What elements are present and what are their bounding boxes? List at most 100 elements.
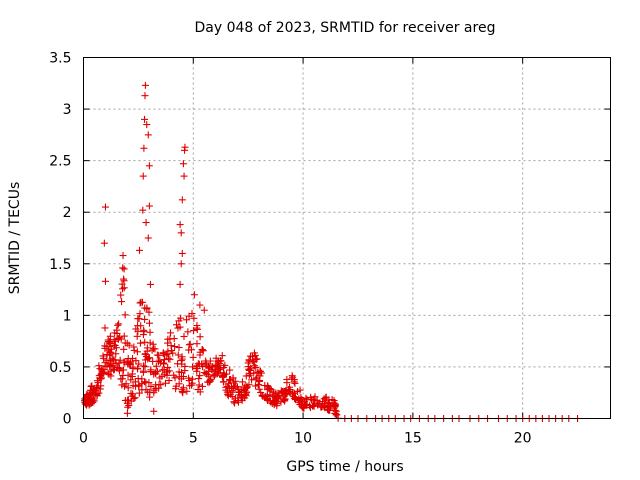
data-point <box>230 398 238 406</box>
data-point <box>196 333 204 341</box>
data-point <box>164 364 172 372</box>
data-point <box>140 328 148 336</box>
data-point <box>251 362 259 370</box>
data-point <box>112 350 120 358</box>
data-point <box>119 264 127 272</box>
plot-frame <box>83 57 611 419</box>
y-tick-label: 2.5 <box>49 154 71 170</box>
data-point <box>302 394 310 402</box>
data-point <box>198 360 206 368</box>
data-point <box>176 280 184 288</box>
data-point <box>255 385 263 393</box>
data-point <box>146 339 154 347</box>
data-point <box>263 394 271 402</box>
x-tick-label: 0 <box>79 431 88 447</box>
data-point <box>110 365 118 373</box>
data-point <box>176 221 184 229</box>
data-point <box>233 383 241 391</box>
data-point <box>116 333 124 341</box>
data-point <box>177 314 185 322</box>
data-point <box>183 387 191 395</box>
data-point <box>115 365 123 373</box>
data-point <box>322 394 330 402</box>
data-point <box>146 280 154 288</box>
data-point <box>120 332 128 340</box>
data-point <box>147 383 155 391</box>
data-point <box>137 322 145 330</box>
data-point <box>106 332 114 340</box>
data-point <box>325 402 333 410</box>
data-point <box>185 312 193 320</box>
data-point <box>147 368 155 376</box>
data-point <box>89 397 97 405</box>
data-point <box>136 339 144 347</box>
data-point <box>248 353 256 361</box>
data-point <box>180 172 188 180</box>
data-point <box>296 386 304 394</box>
data-point <box>141 315 149 323</box>
data-point <box>224 392 232 400</box>
data-point <box>121 311 129 319</box>
data-point <box>248 376 256 384</box>
data-point <box>125 401 133 409</box>
data-point <box>164 347 172 355</box>
data-point <box>185 341 193 349</box>
data-point <box>245 356 253 364</box>
data-point <box>196 301 204 309</box>
x-tick-label: 15 <box>404 431 422 447</box>
data-point <box>223 388 231 396</box>
data-point <box>163 371 171 379</box>
data-point <box>274 389 282 397</box>
data-point <box>244 359 252 367</box>
data-point <box>157 381 165 389</box>
data-point <box>118 298 126 306</box>
data-point <box>195 375 203 383</box>
data-point <box>176 323 184 331</box>
data-point <box>127 376 135 384</box>
data-point <box>135 246 143 254</box>
data-point <box>174 351 182 359</box>
x-tick-label: 20 <box>514 431 532 447</box>
data-point <box>139 206 147 214</box>
data-point <box>140 144 148 152</box>
data-point <box>189 353 197 361</box>
data-point <box>218 352 226 360</box>
data-point <box>120 284 128 292</box>
data-point <box>138 298 146 306</box>
data-point <box>193 340 201 348</box>
data-point <box>280 387 288 395</box>
data-point <box>161 379 169 387</box>
data-point <box>130 395 138 403</box>
data-point <box>169 349 177 357</box>
chart-title: Day 048 of 2023, SRMTID for receiver are… <box>195 20 496 36</box>
data-point <box>128 373 136 381</box>
data-point <box>199 347 207 355</box>
data-point <box>300 398 308 406</box>
data-point <box>283 379 291 387</box>
data-point <box>159 349 167 357</box>
data-point <box>307 393 315 401</box>
data-point <box>170 335 178 343</box>
data-point <box>123 396 131 404</box>
y-tick-label: 1 <box>63 308 72 324</box>
data-point <box>135 315 143 323</box>
data-point <box>257 388 265 396</box>
data-point <box>141 92 149 100</box>
data-point <box>261 382 269 390</box>
data-point <box>146 328 154 336</box>
data-point <box>178 360 186 368</box>
data-point <box>165 377 173 385</box>
data-point <box>317 403 325 411</box>
data-point <box>245 371 253 379</box>
data-point <box>179 389 187 397</box>
data-point <box>101 203 109 211</box>
data-point <box>138 375 146 383</box>
data-point <box>228 392 236 400</box>
data-point <box>254 381 262 389</box>
data-point <box>190 291 198 299</box>
data-point <box>252 363 260 371</box>
data-point <box>144 234 152 242</box>
data-point <box>136 310 144 318</box>
data-point <box>273 393 281 401</box>
